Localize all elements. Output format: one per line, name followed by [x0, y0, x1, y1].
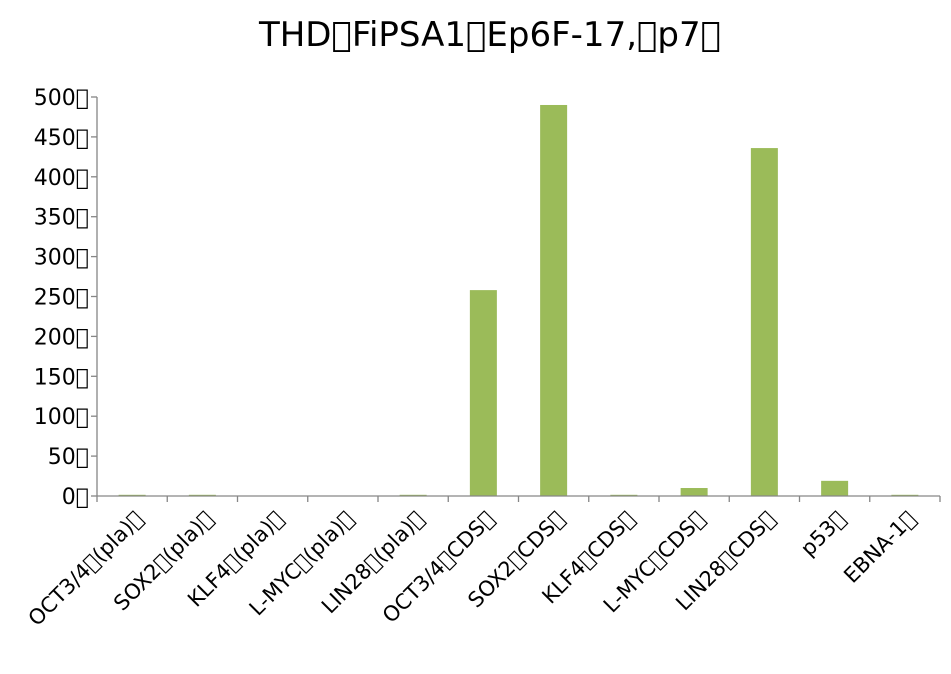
bar	[750, 148, 778, 496]
x-axis: OCT3/4 (pla) SOX2 (pla) KLF4 (pla) L-MYC…	[24, 495, 941, 631]
chart-title: THD FiPSA1 Ep6F-17, p7 	[258, 15, 721, 55]
y-tick-label: 0 	[62, 485, 89, 510]
y-tick-label: 100 	[34, 405, 89, 430]
y-tick-label: 200 	[34, 325, 89, 350]
x-tick-label: EBNA-1 	[839, 507, 920, 588]
bars	[118, 104, 919, 496]
bar	[680, 488, 708, 496]
bar	[469, 290, 497, 496]
y-tick-label: 450 	[34, 126, 89, 151]
y-tick-label: 400 	[34, 166, 89, 191]
y-tick-label: 350 	[34, 206, 89, 231]
bar	[540, 104, 568, 496]
y-tick-label: 150 	[34, 365, 89, 390]
y-tick-label: 250 	[34, 286, 89, 311]
x-tick-label: p53 	[796, 507, 850, 561]
y-tick-label: 300 	[34, 246, 89, 271]
y-axis: 0  50  100  150  200  250  300  350  400  450  500…	[34, 86, 98, 510]
bar	[821, 480, 849, 496]
y-tick-label: 500 	[34, 86, 89, 111]
y-tick-label: 50 	[48, 445, 89, 470]
